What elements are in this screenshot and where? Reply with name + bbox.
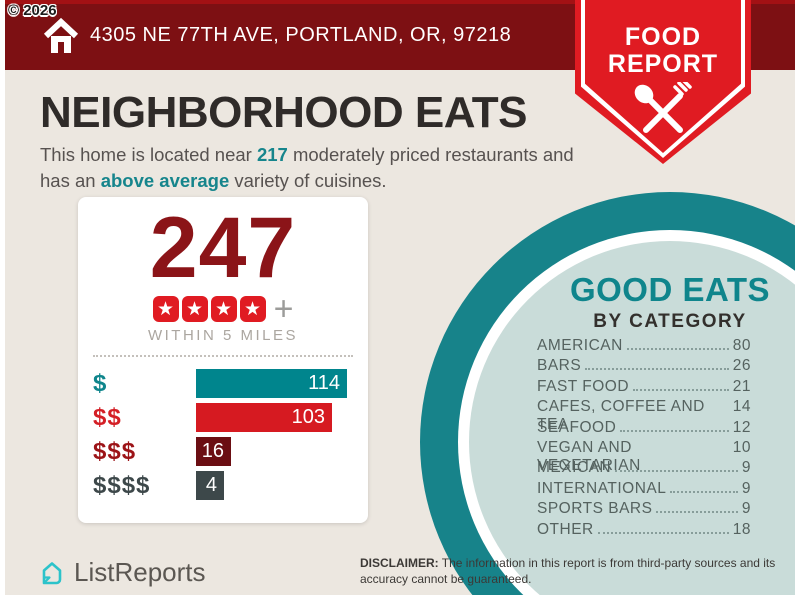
star-icon: ★: [239, 296, 266, 322]
within-miles-label: WITHIN 5 MILES: [147, 327, 298, 344]
category-label: INTERNATIONAL: [537, 479, 667, 497]
spoon-fork-icon: [634, 82, 692, 133]
category-count: 9: [741, 500, 751, 518]
dotted-leader: [626, 348, 729, 350]
dotted-leader: [670, 490, 738, 493]
bar-row: $$ 103: [93, 403, 356, 432]
variety-rating-inline: above average: [100, 169, 230, 191]
listreports-wordmark: ListReports: [74, 557, 206, 587]
category-label: OTHER: [537, 520, 594, 538]
category-count: 18: [732, 520, 751, 538]
category-list-item: FAST FOOD 21: [537, 378, 751, 398]
bar-value: 16: [201, 440, 224, 462]
good-eats-subtitle: BY CATEGORY: [593, 311, 747, 332]
category-list-item: VEGAN AND VEGETARIAN 10: [537, 438, 751, 474]
disclaimer: DISCLAIMER: The information in this repo…: [360, 556, 776, 586]
category-label: BARS: [537, 357, 582, 375]
stat-card: 247 ★ ★ ★ ★ + WITHIN 5 MILES $114 $$ 103 $$$ 16 $…: [78, 197, 368, 523]
good-eats-header: GOOD EATS BY CATEGORY: [490, 271, 800, 333]
price-tier-bar: 114: [196, 369, 347, 398]
category-label: SPORTS BARS: [537, 500, 653, 518]
category-list-item: CAFES, COFFEE AND TEA 14: [537, 398, 751, 433]
category-label: MEXICAN: [537, 459, 612, 477]
category-list-item: SPORTS BARS 9: [537, 500, 751, 520]
price-tier-bar: 4: [196, 471, 224, 500]
category-label: FAST FOOD: [537, 377, 630, 395]
copyright-text: © 2026: [8, 2, 57, 19]
restaurant-count-inline: 217: [256, 144, 288, 165]
category-label: AMERICAN: [537, 337, 623, 354]
category-label: VEGAN AND VEGETARIAN: [537, 438, 641, 474]
category-count: 10: [732, 438, 751, 456]
star-rating: ★ ★ ★ ★ +: [78, 290, 368, 328]
category-count: 26: [732, 357, 751, 375]
category-count: 14: [732, 398, 751, 416]
price-tier-label: $$$: [93, 437, 137, 465]
intro-paragraph: This home is located near 217 moderately…: [40, 144, 574, 191]
bar-row: $114: [93, 369, 356, 398]
dotted-leader: [597, 531, 729, 534]
dotted-leader: [656, 511, 738, 514]
plus-icon: +: [273, 290, 294, 328]
star-icon: ★: [152, 296, 179, 322]
listreports-logo: ListReports: [38, 557, 206, 588]
category-count: 9: [741, 479, 751, 497]
category-list-item: BARS 26: [537, 357, 751, 377]
price-tier-label: $$: [93, 403, 122, 431]
price-tier-label: $$$$: [93, 471, 151, 499]
dashed-divider: [93, 355, 353, 357]
category-list-item: AMERICAN 80: [537, 337, 751, 357]
good-eats-title: GOOD EATS: [569, 271, 771, 308]
dotted-leader: [633, 388, 729, 391]
restaurant-count: 247: [149, 200, 297, 296]
header-top-accent: [0, 0, 800, 4]
badge-title: FOOD REPORT: [607, 23, 719, 78]
dotted-leader: [620, 429, 729, 432]
dotted-leader: [585, 368, 729, 371]
dotted-leader: [615, 470, 738, 473]
bar-row: $$$$ 4: [93, 471, 356, 500]
category-label: SEAFOOD: [537, 418, 617, 436]
bar-row: $$$ 16: [93, 437, 356, 466]
listreports-house-icon: [42, 561, 62, 584]
food-report-badge: FOOD REPORT: [575, 0, 751, 164]
category-count: 80: [732, 337, 751, 354]
category-label: CAFES, COFFEE AND TEA: [537, 398, 705, 434]
bar-value: 103: [291, 406, 325, 428]
category-list-item: SEAFOOD 12: [537, 419, 751, 439]
category-count: 21: [732, 377, 751, 395]
category-count: 12: [732, 418, 751, 436]
category-count: 9: [741, 459, 751, 477]
star-icon: ★: [210, 296, 237, 322]
category-list: AMERICAN 80 BARS 26 FAST FOOD 21 CAFES, COFFEE…: [537, 337, 751, 541]
property-address: 4305 NE 77TH AVE, PORTLAND, OR, 97218: [90, 23, 512, 46]
category-list-item: INTERNATIONAL 9: [537, 480, 751, 500]
price-tier-bar: 16: [196, 437, 231, 466]
price-tier-bar: 103: [196, 403, 332, 432]
category-list-item: MEXICAN 9: [537, 459, 751, 479]
price-tier-label: $: [93, 369, 108, 397]
home-icon: [43, 17, 79, 53]
price-tier-bar-chart: $114 $$ 103 $$$ 16 $$$$ 4: [93, 369, 356, 505]
bar-value: 4: [205, 474, 217, 496]
star-icon: ★: [181, 296, 208, 322]
page-title: NEIGHBORHOOD EATS: [40, 88, 527, 137]
category-list-item: OTHER 18: [537, 521, 751, 541]
bar-value: 114: [308, 372, 340, 394]
